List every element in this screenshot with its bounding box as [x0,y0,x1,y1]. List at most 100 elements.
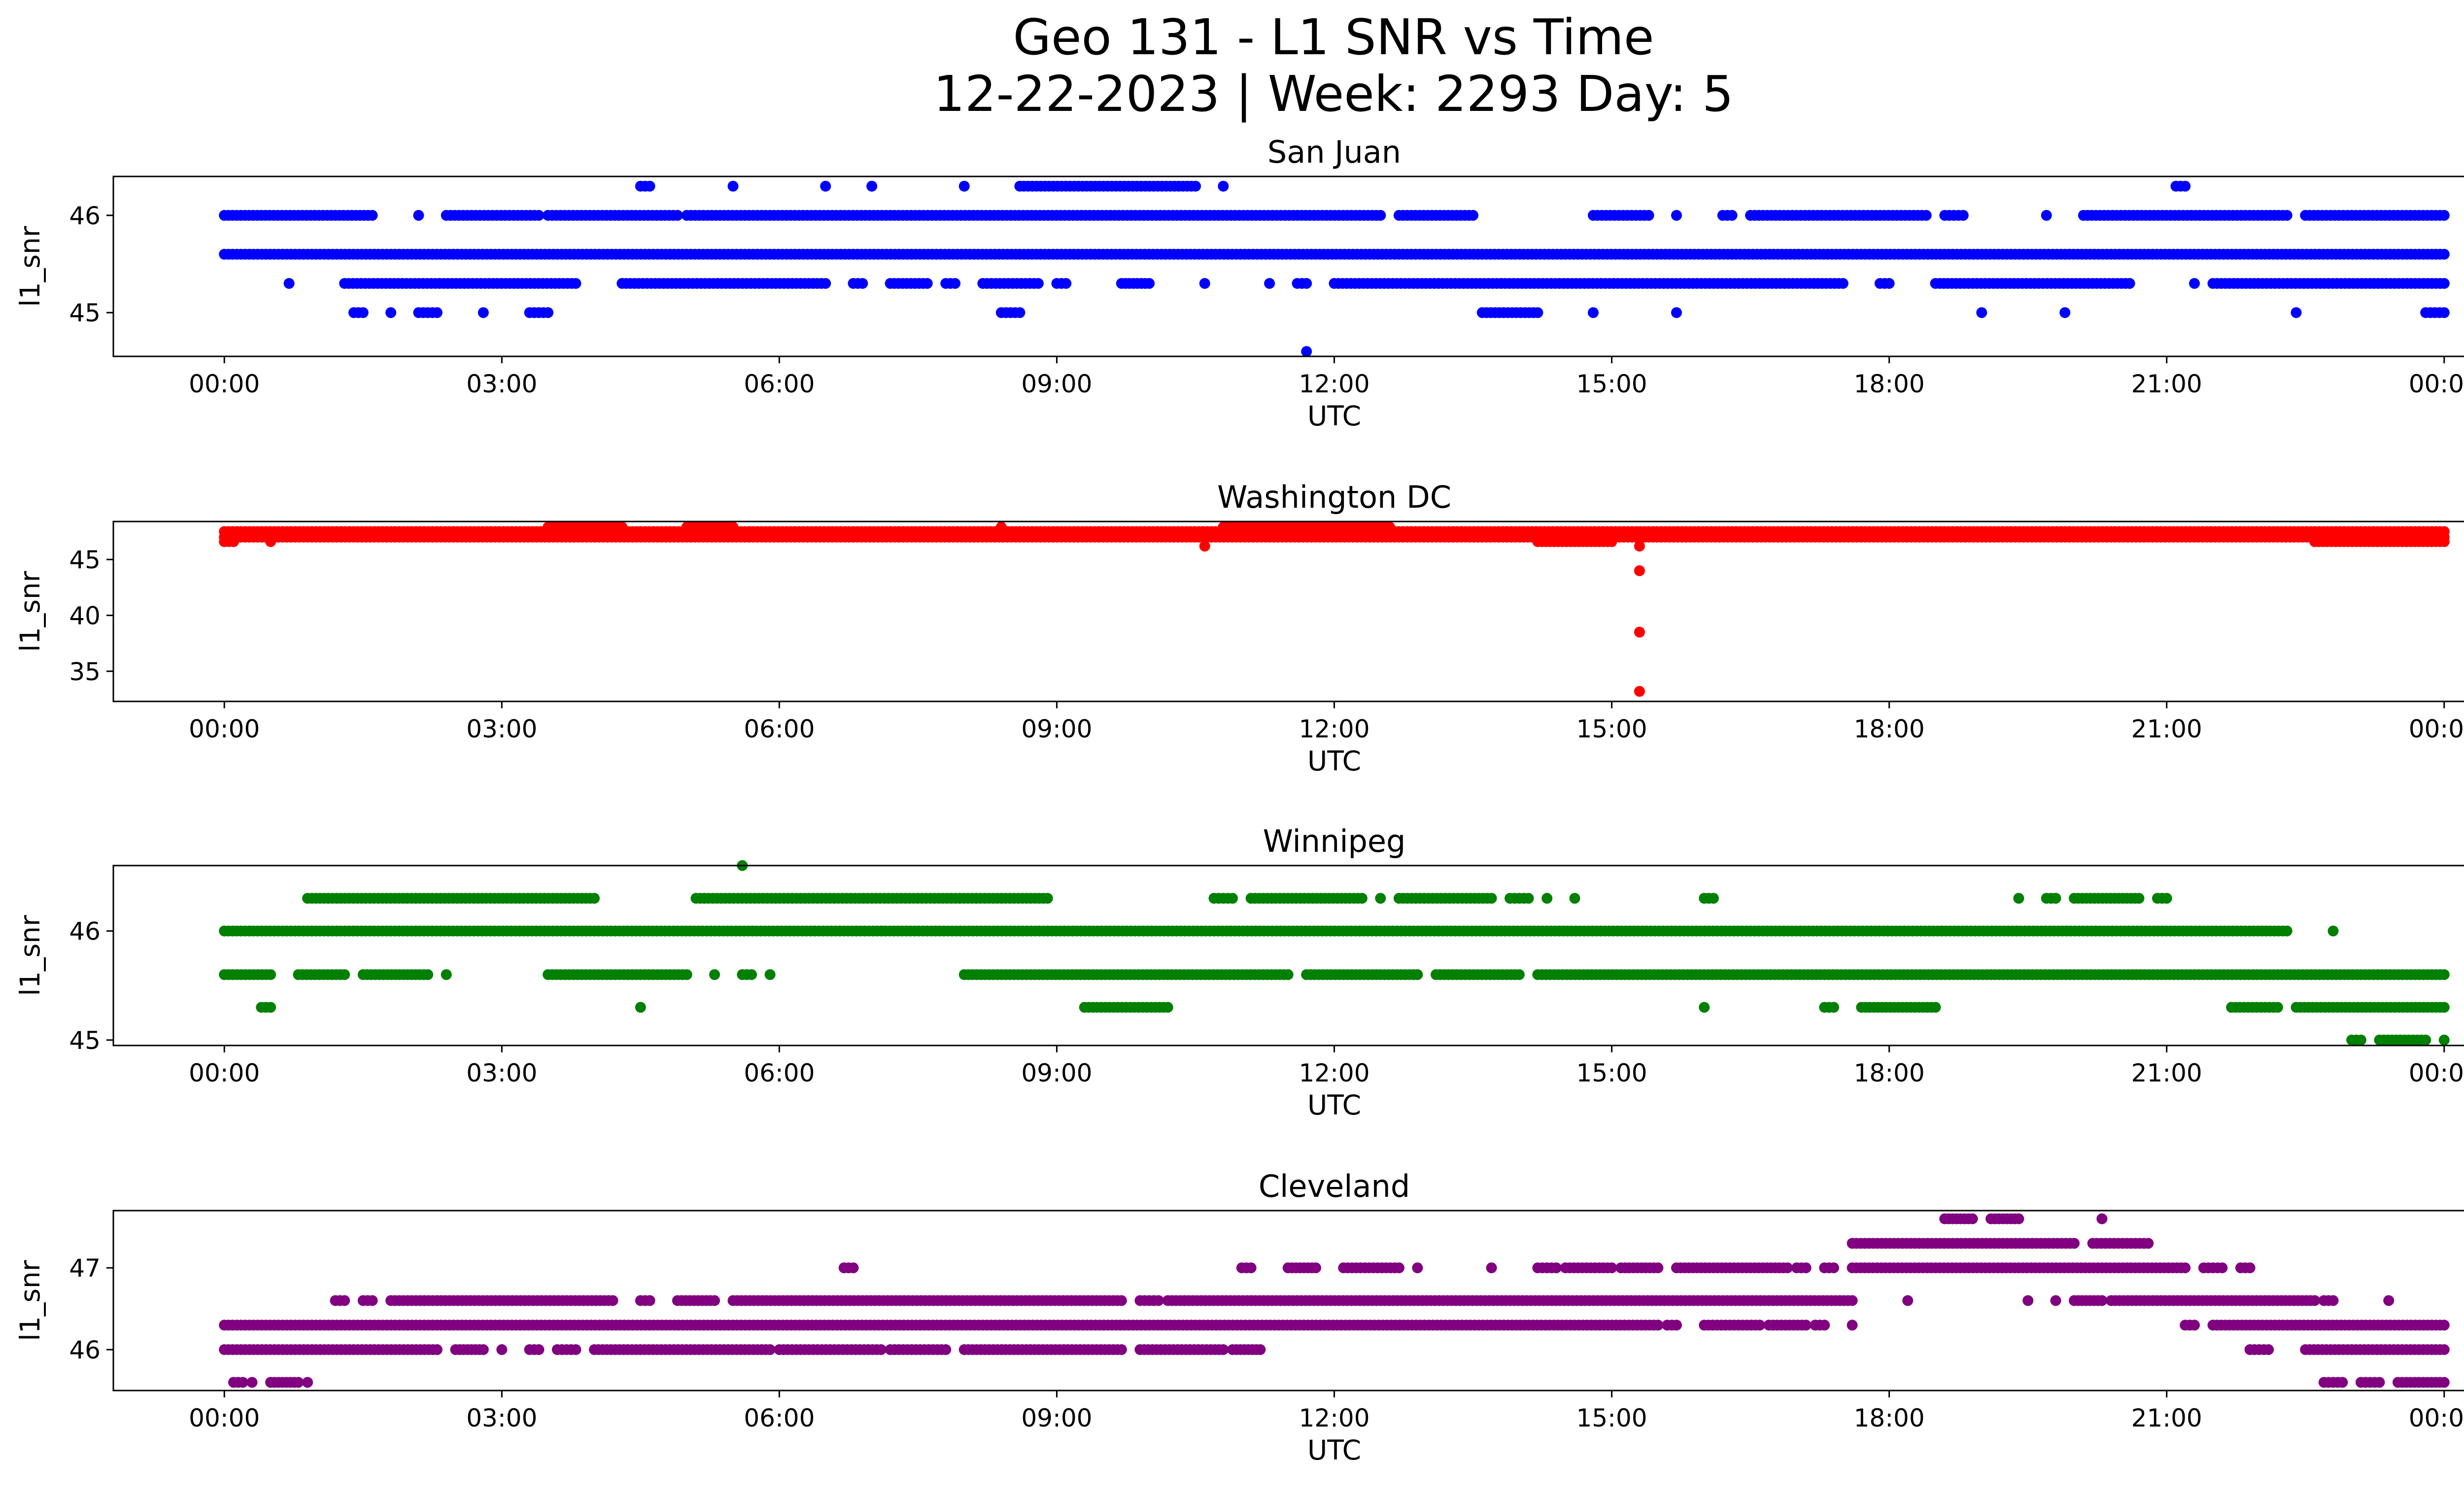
data-point [1301,346,1312,357]
data-point [2245,1262,2256,1273]
data-point [2439,1035,2450,1045]
data-point [385,307,396,318]
y-tick-label: 45 [69,1026,101,1055]
data-point [1301,278,1312,289]
data-point [1828,1262,1839,1273]
data-point [1357,893,1368,904]
x-tick-label: 18:00 [1854,1059,1925,1087]
data-point [1163,1002,1173,1013]
data-point [1514,969,1525,980]
data-point [413,210,424,221]
data-point [2180,181,2190,192]
data-point [1828,1002,1839,1013]
data-point [2272,1002,2283,1013]
x-axis-label: UTC [1307,745,1361,777]
chart-title-line1: Geo 131 - L1 SNR vs Time [1013,8,1654,66]
data-point [1375,210,1386,221]
data-point [820,181,831,192]
data-point [922,278,933,289]
x-tick-label: 15:00 [1576,370,1647,398]
data-point [1486,1262,1497,1273]
data-point [866,181,877,192]
data-point [2013,1214,2024,1224]
data-point [1902,1295,1913,1306]
y-tick-label: 45 [69,299,101,327]
y-axis-label: l1_snr [14,571,46,652]
data-point [367,1295,378,1306]
data-point [2383,1295,2394,1306]
data-point [1412,969,1423,980]
data-point [848,1262,859,1273]
data-point [682,969,692,980]
data-point [1199,541,1210,552]
data-point [2439,969,2450,980]
data-point [589,893,600,904]
data-point [2291,307,2302,318]
y-axis-label: l1_snr [14,915,46,996]
data-point [2143,1238,2154,1249]
data-point [1570,893,1580,904]
subplot-title: Washington DC [1217,479,1451,515]
data-point [1958,210,1969,221]
data-point [1699,1002,1710,1013]
data-point [2439,307,2450,318]
x-tick-label: 03:00 [466,715,537,743]
data-point [1468,210,1478,221]
data-point [1976,307,1987,318]
data-point [2096,1214,2107,1224]
x-tick-label: 03:00 [466,370,537,398]
data-point [1532,307,1543,318]
data-point [820,278,831,289]
data-point [1486,893,1497,904]
data-point [2439,249,2450,260]
y-tick-label: 46 [69,917,101,946]
data-point [2439,1002,2450,1013]
data-point [1283,969,1294,980]
data-point [1727,210,1738,221]
data-point [570,278,581,289]
data-point [265,536,276,547]
data-point [2439,210,2450,221]
y-tick-label: 45 [69,546,101,574]
data-point [2124,278,2135,289]
data-point [1412,1262,1423,1273]
x-tick-label: 00:00 [2409,370,2464,398]
data-point [2356,1035,2366,1045]
x-tick-label: 00:00 [189,370,260,398]
x-tick-label: 06:00 [744,1059,815,1087]
data-point [1634,686,1645,697]
data-point [746,969,757,980]
data-point [2133,893,2144,904]
data-point [358,307,369,318]
x-tick-label: 21:00 [2131,1059,2202,1087]
y-tick-label: 40 [69,601,101,630]
data-point [1190,181,1201,192]
data-point [284,278,295,289]
data-point [2420,1035,2431,1045]
data-point [1884,278,1895,289]
x-tick-label: 06:00 [744,715,815,743]
data-point [1375,893,1386,904]
data-point [2328,1295,2339,1306]
data-point [950,278,960,289]
data-point [765,969,776,980]
data-point [265,969,276,980]
x-tick-label: 21:00 [2131,715,2202,743]
data-point [2022,1295,2033,1306]
x-tick-label: 09:00 [1021,715,1092,743]
data-point [2439,536,2450,547]
data-point [2180,1262,2190,1273]
data-point [2439,278,2450,289]
data-point [367,210,378,221]
data-point [432,307,443,318]
x-tick-label: 18:00 [1854,715,1925,743]
data-point [1671,307,1682,318]
data-point [441,969,452,980]
data-point [543,307,553,318]
data-point [1523,893,1534,904]
data-point [1264,278,1275,289]
y-axis-label: l1_snr [14,226,46,307]
x-tick-label: 09:00 [1021,370,1092,398]
